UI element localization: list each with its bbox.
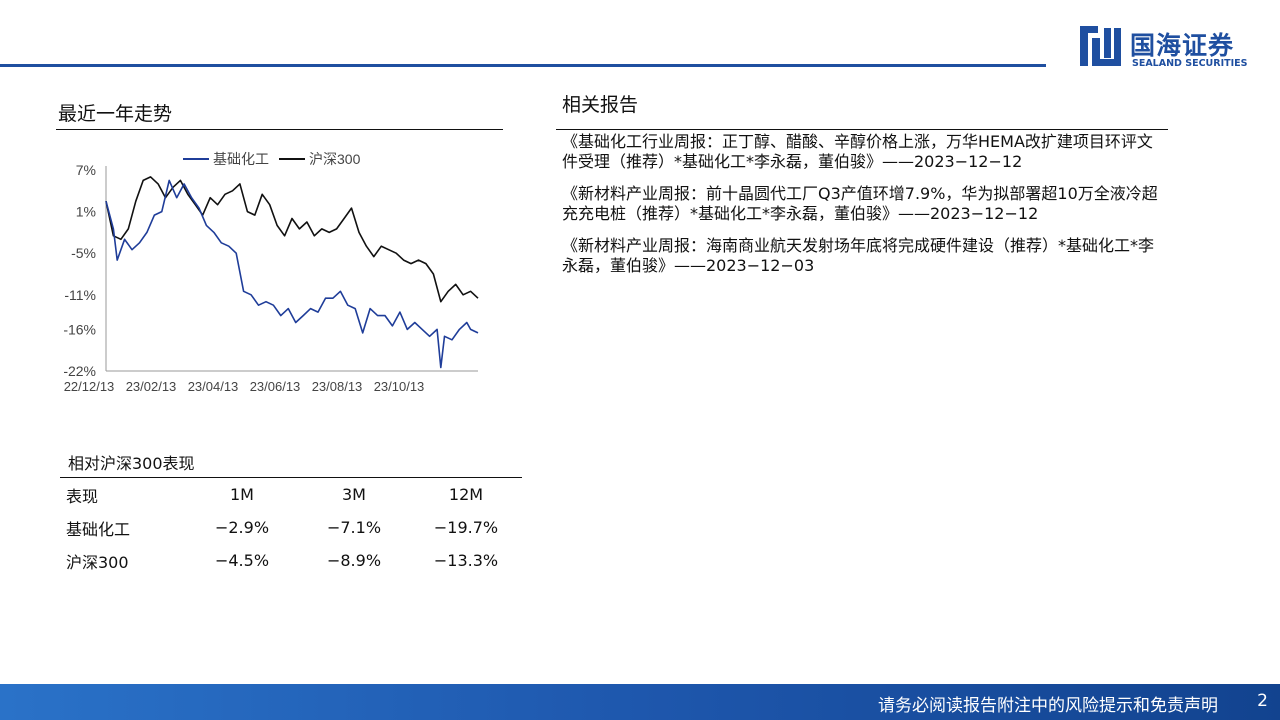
- y-tick-labels: 7% 1% -5% -11% -16% -22%: [63, 162, 96, 379]
- report-link[interactable]: 《新材料产业周报：海南商业航天发射场年底将完成硬件建设（推荐）*基础化工*李永磊…: [562, 236, 1155, 275]
- legend-label: 沪深300: [309, 151, 361, 167]
- legend-label: 基础化工: [213, 151, 269, 167]
- y-tick-label: -11%: [64, 287, 96, 303]
- x-tick-label: 23/04/13: [188, 379, 239, 394]
- table-cell: −4.5%: [214, 551, 270, 570]
- trend-chart: 基础化工 沪深300 7% 1% -5% -11% -16% -22% 22/12/13 23…: [63, 151, 479, 394]
- table-cell: −7.1%: [326, 518, 382, 537]
- performance-title-rule: [60, 477, 522, 478]
- x-tick-label: 22/12/13: [64, 379, 115, 394]
- table-row: 沪深300 −4.5% −8.9% −13.3%: [66, 544, 522, 577]
- row-label: 基础化工: [66, 519, 131, 539]
- logo-chinese-name: 国海证券: [1130, 31, 1235, 60]
- footer-bar: 请务必阅读报告附注中的风险提示和免责声明 2: [0, 684, 1280, 720]
- performance-table: 表现 1M 3M 12M 基础化工 −2.9% −7.1% −19.7% 沪深3…: [66, 478, 522, 577]
- table-cell: −2.9%: [214, 518, 270, 537]
- table-cell: −8.9%: [326, 551, 382, 570]
- trend-title-rule: [56, 129, 503, 130]
- chart-axes: [105, 166, 478, 372]
- report-link[interactable]: 《新材料产业周报：前十晶圆代工厂Q3产值环增7.9%，华为拟部署超10万全液冷超…: [562, 184, 1158, 223]
- y-tick-label: -5%: [71, 245, 96, 261]
- row-label: 沪深300: [66, 552, 129, 572]
- trend-title: 最近一年走势: [58, 103, 173, 125]
- x-tick-label: 23/06/13: [250, 379, 301, 394]
- related-reports-list: 《基础化工行业周报：正丁醇、醋酸、辛醇价格上涨，万华HEMA改扩建项目环评文件受…: [562, 132, 1162, 288]
- table-cell: −19.7%: [433, 518, 499, 537]
- page-number: 2: [1257, 691, 1268, 711]
- table-row: 基础化工 −2.9% −7.1% −19.7%: [66, 511, 522, 544]
- table-cell: −13.3%: [433, 551, 499, 570]
- y-tick-label: -22%: [63, 363, 96, 379]
- header-rule: [0, 64, 1046, 67]
- reports-title: 相关报告: [562, 94, 639, 116]
- footer-disclaimer: 请务必阅读报告附注中的风险提示和免责声明: [878, 696, 1218, 716]
- header-cell: 表现: [66, 486, 99, 506]
- report-link[interactable]: 《基础化工行业周报：正丁醇、醋酸、辛醇价格上涨，万华HEMA改扩建项目环评文件受…: [562, 132, 1153, 171]
- series-lines: [105, 176, 479, 369]
- performance-header-row: 表现 1M 3M 12M: [66, 478, 522, 511]
- y-tick-label: 1%: [76, 204, 96, 220]
- y-tick-label: -16%: [63, 321, 96, 337]
- x-tick-label: 23/02/13: [126, 379, 177, 394]
- reports-title-rule: [556, 129, 1168, 130]
- performance-title: 相对沪深300表现: [68, 454, 195, 473]
- company-logo: 国海证券 SEALAND SECURITIES: [1078, 24, 1258, 72]
- chart-legend: 基础化工 沪深300: [183, 151, 361, 167]
- header-cell: 12M: [448, 485, 484, 504]
- x-tick-label: 23/10/13: [374, 379, 425, 394]
- series-line-sector: [105, 179, 479, 369]
- sealand-logo-icon: [1080, 26, 1121, 66]
- series-line-index: [105, 176, 479, 303]
- header-cell: 1M: [230, 485, 254, 504]
- x-tick-label: 23/08/13: [312, 379, 363, 394]
- x-tick-labels: 22/12/13 23/02/13 23/04/13 23/06/13 23/08/13…: [64, 379, 425, 394]
- logo-english-name: SEALAND SECURITIES: [1132, 58, 1248, 69]
- header-cell: 3M: [342, 485, 366, 504]
- y-tick-label: 7%: [76, 162, 96, 178]
